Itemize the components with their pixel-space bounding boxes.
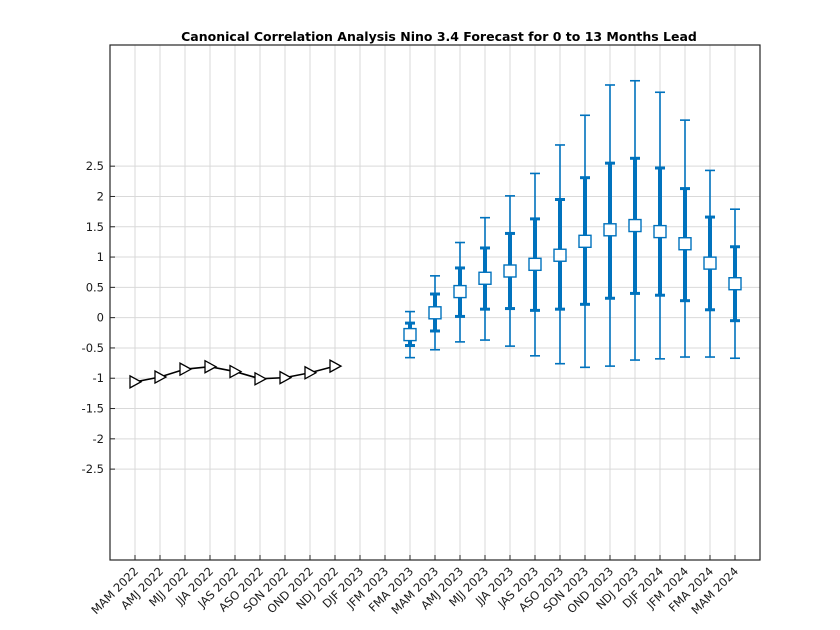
forecast-point <box>403 310 417 359</box>
forecast-marker <box>428 306 442 320</box>
forecast-marker <box>678 237 692 251</box>
y-tick-label: 0 <box>97 311 104 325</box>
forecast-marker <box>403 327 417 342</box>
forecast-marker <box>453 284 467 299</box>
chart-title: Canonical Correlation Analysis Nino 3.4 … <box>181 29 697 44</box>
forecast-point <box>703 169 717 358</box>
forecast-point <box>528 172 542 357</box>
forecast-marker <box>603 223 617 237</box>
observed-point <box>204 359 218 374</box>
axes-box <box>109 44 761 561</box>
y-tick-label: 0.5 <box>86 280 104 294</box>
y-tick-label: 1 <box>97 250 104 264</box>
forecast-marker <box>503 264 517 278</box>
forecast-marker <box>528 257 542 272</box>
forecast-point <box>578 114 592 369</box>
observed-point <box>179 362 193 377</box>
observed-point <box>304 365 318 380</box>
plot-series <box>129 79 742 389</box>
y-tick-label: 1.5 <box>86 220 104 234</box>
observed-point <box>229 364 243 379</box>
forecast-point <box>628 79 642 361</box>
y-tick-label: -1.5 <box>82 402 104 416</box>
y-tick-label: -2.5 <box>82 462 104 476</box>
forecast-point <box>603 84 617 367</box>
forecast-marker <box>728 277 742 291</box>
forecast-marker <box>553 248 567 262</box>
y-tick-label: -0.5 <box>82 341 104 355</box>
forecast-marker <box>628 218 642 233</box>
y-tick-label: 2 <box>97 189 104 203</box>
observed-point <box>254 371 268 386</box>
forecast-point <box>653 91 667 360</box>
forecast-point <box>453 241 467 343</box>
forecast-point <box>478 216 492 341</box>
forecast-marker <box>578 234 592 249</box>
forecast-point <box>428 275 442 351</box>
observed-point <box>154 369 168 385</box>
forecast-marker <box>703 256 717 270</box>
y-tick-label: 2.5 <box>86 159 104 173</box>
forecast-marker <box>478 271 492 285</box>
y-tick-label: -1 <box>93 371 104 385</box>
y-tick-label: -2 <box>93 432 104 446</box>
forecast-point <box>728 208 742 360</box>
observed-point <box>129 374 143 389</box>
forecast-point <box>503 195 517 347</box>
forecast-point <box>553 144 567 365</box>
observed-point <box>329 359 343 374</box>
forecast-marker <box>653 224 667 239</box>
forecast-point <box>678 119 692 358</box>
observed-point <box>279 370 293 385</box>
